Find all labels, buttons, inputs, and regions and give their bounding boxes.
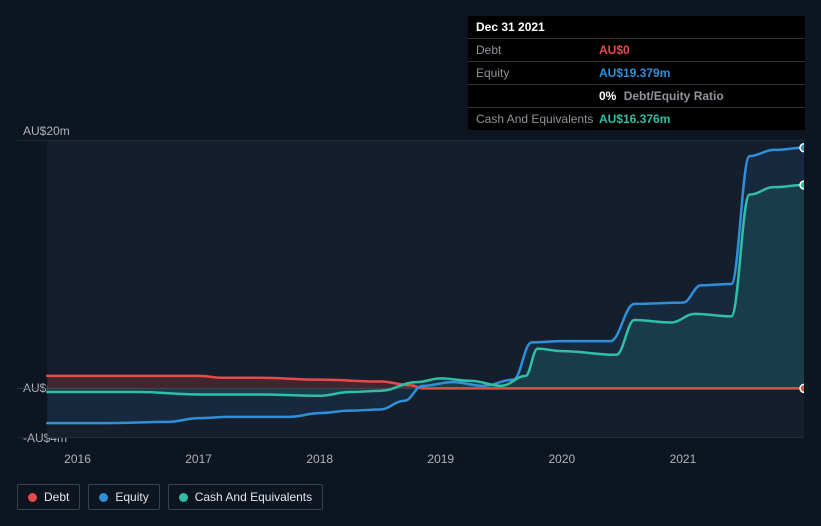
tooltip-label-equity: Equity	[476, 66, 599, 80]
legend-item-equity[interactable]: Equity	[88, 484, 159, 510]
legend-item-cash[interactable]: Cash And Equivalents	[168, 484, 323, 510]
tooltip-label-cash: Cash And Equivalents	[476, 112, 599, 126]
tooltip-row-debt: Debt AU$0	[468, 39, 805, 62]
legend-label-cash: Cash And Equivalents	[195, 490, 312, 504]
chart-plot-area[interactable]	[17, 140, 804, 438]
tooltip-row-ratio: 0% Debt/Equity Ratio	[468, 85, 805, 108]
tooltip-value-cash: AU$16.376m	[599, 112, 670, 126]
x-tick-label: 2018	[306, 452, 333, 466]
legend-label-debt: Debt	[44, 490, 69, 504]
tooltip-row-cash: Cash And Equivalents AU$16.376m	[468, 108, 805, 130]
chart-tooltip: Dec 31 2021 Debt AU$0 Equity AU$19.379m …	[468, 16, 805, 130]
tooltip-value-debt: AU$0	[599, 43, 630, 57]
x-tick-label: 2016	[64, 452, 91, 466]
chart-container: Dec 31 2021 Debt AU$0 Equity AU$19.379m …	[0, 0, 821, 526]
tooltip-sub-ratio: Debt/Equity Ratio	[624, 89, 724, 103]
tooltip-date: Dec 31 2021	[468, 16, 805, 39]
chart-svg	[17, 140, 804, 438]
legend-label-equity: Equity	[115, 490, 148, 504]
x-tick-label: 2017	[185, 452, 212, 466]
tooltip-value-equity: AU$19.379m	[599, 66, 670, 80]
y-tick-label: AU$20m	[23, 124, 70, 138]
legend-item-debt[interactable]: Debt	[17, 484, 80, 510]
x-tick-label: 2021	[670, 452, 697, 466]
tooltip-label-debt: Debt	[476, 43, 599, 57]
x-tick-label: 2020	[548, 452, 575, 466]
legend-dot-equity	[99, 493, 108, 502]
legend-dot-cash	[179, 493, 188, 502]
tooltip-value-ratio: 0%	[599, 89, 616, 103]
legend-dot-debt	[28, 493, 37, 502]
x-tick-label: 2019	[427, 452, 454, 466]
tooltip-row-equity: Equity AU$19.379m	[468, 62, 805, 85]
legend: Debt Equity Cash And Equivalents	[17, 484, 323, 510]
